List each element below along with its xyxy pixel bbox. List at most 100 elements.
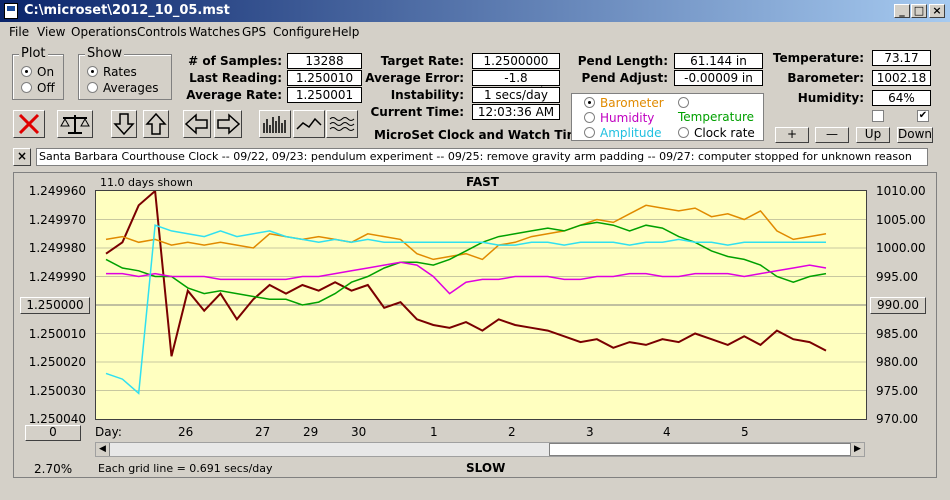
notes-field[interactable]: Santa Barbara Courthouse Clock -- 09/22,…: [36, 148, 928, 166]
title-bar: C:\microset\2012_10_05.mst _ □ ×: [0, 0, 950, 22]
humidity-label: Humidity:: [797, 91, 864, 105]
wave-icon: [329, 117, 355, 131]
current-time-label: Current Time:: [370, 105, 464, 119]
x-axis-label: Day:: [95, 425, 122, 439]
right-tick-6: 980.00: [876, 355, 918, 369]
right-tick-0: 1010.00: [876, 184, 926, 198]
app-icon: [4, 3, 18, 19]
pend-length-label: Pend Length:: [577, 54, 668, 68]
series-selector: Barometer Temperature Humidity Amplitude…: [571, 93, 764, 141]
app-heading: MicroSet Clock and Watch Timer: [374, 128, 594, 142]
scroll-thumb[interactable]: [549, 443, 851, 456]
right-tick-7: 975.00: [876, 384, 918, 398]
left-tick-0: 1.249960: [28, 184, 86, 198]
humidity-field: 64%: [872, 90, 931, 106]
target-rate-label: Target Rate:: [380, 54, 464, 68]
x-tick-5: 5: [741, 425, 749, 439]
scroll-right-icon[interactable]: ▶: [850, 443, 864, 456]
left-arrow-button[interactable]: [183, 110, 211, 138]
series-clock-rate-radio[interactable]: Clock rate: [678, 126, 755, 140]
wave-button[interactable]: [326, 110, 358, 138]
zero-button[interactable]: 0: [25, 425, 81, 441]
left-tick-2: 1.249980: [28, 241, 86, 255]
down-arrow-button[interactable]: [111, 110, 137, 138]
menu-watches[interactable]: Watches: [189, 25, 240, 39]
menu-configure[interactable]: Configure: [273, 25, 332, 39]
balance-button[interactable]: [57, 110, 93, 138]
up-arrow-button[interactable]: [143, 110, 169, 138]
menu-bar: File View Operations Controls Watches GP…: [0, 22, 950, 42]
series-amplitude-radio[interactable]: Amplitude: [584, 126, 662, 140]
menu-operations[interactable]: Operations: [71, 25, 137, 39]
plus-button[interactable]: +: [775, 127, 809, 143]
days-shown-label: 11.0 days shown: [100, 176, 193, 189]
left-tick-8: 1.250040: [28, 412, 86, 426]
up-button[interactable]: Up: [856, 127, 890, 143]
current-time-field: 12:03:36 AM: [472, 104, 560, 120]
plot-off-radio[interactable]: Off: [21, 81, 55, 95]
maximize-button[interactable]: □: [911, 4, 927, 18]
histogram-icon: [263, 116, 286, 133]
plot-on-radio[interactable]: On: [21, 65, 54, 79]
scroll-left-icon[interactable]: ◀: [96, 443, 110, 456]
right-tick-8: 970.00: [876, 412, 918, 426]
radio-dot: [678, 97, 689, 108]
down-button[interactable]: Down: [897, 127, 933, 143]
clear-notes-button[interactable]: ×: [13, 148, 31, 166]
stop-button[interactable]: [13, 110, 45, 138]
left-tick-6: 1.250020: [28, 355, 86, 369]
radio-dot: [584, 127, 595, 138]
radio-dot: [584, 112, 595, 123]
arrow-left-icon: [184, 113, 208, 135]
time-scrollbar[interactable]: ◀ ▶: [95, 442, 865, 457]
minus-button[interactable]: —: [815, 127, 849, 143]
left-checkbox[interactable]: [872, 110, 884, 122]
menu-view[interactable]: View: [37, 25, 66, 39]
chart-svg: [96, 188, 866, 395]
line-graph-button[interactable]: [293, 110, 325, 138]
x-tick-3: 3: [586, 425, 594, 439]
average-error-field: -1.8 sec/month: [472, 70, 560, 99]
close-window-button[interactable]: ×: [929, 4, 945, 18]
show-group-title: Show: [85, 46, 125, 61]
menu-help[interactable]: Help: [332, 25, 360, 39]
line-graph-icon: [296, 117, 322, 130]
menu-file[interactable]: File: [9, 25, 30, 39]
right-checkbox[interactable]: ✔: [917, 110, 929, 122]
x-tick-4: 4: [663, 425, 671, 439]
right-tick-3: 995.00: [876, 270, 918, 284]
menu-gps[interactable]: GPS: [242, 25, 267, 39]
minimize-button[interactable]: _: [894, 4, 910, 18]
left-tick-3: 1.249990: [28, 270, 86, 284]
series-line-rate: [105, 188, 827, 357]
show-rates-radio[interactable]: Rates: [87, 65, 137, 79]
radio-dot: [21, 82, 32, 93]
balance-scale-icon: [60, 115, 90, 134]
right-arrow-button[interactable]: [214, 110, 242, 138]
series-line-amplitude: [105, 224, 826, 395]
show-averages-radio[interactable]: Averages: [87, 81, 159, 95]
right-center-button[interactable]: 990.00: [870, 297, 926, 314]
pend-length-field: 61.144 in: [674, 53, 763, 69]
show-group: Show Rates Averages: [78, 46, 172, 100]
radio-dot: [584, 97, 595, 108]
series-barometer-radio[interactable]: Barometer: [584, 96, 664, 110]
left-center-button[interactable]: 1.250000: [20, 297, 90, 314]
series-humidity-radio[interactable]: Humidity: [584, 111, 654, 125]
average-rate-label: Average Rate:: [186, 88, 282, 102]
x-tick-30: 30: [351, 425, 367, 439]
menu-controls[interactable]: Controls: [137, 25, 187, 39]
histogram-button[interactable]: [259, 110, 291, 138]
pend-adjust-label: Pend Adjust:: [581, 71, 668, 85]
right-tick-2: 1000.00: [876, 241, 926, 255]
series-line-barometer: [105, 204, 827, 261]
x-icon: [18, 113, 40, 135]
samples-label: # of Samples:: [188, 54, 282, 68]
series-temperature-radio[interactable]: Temperature: [678, 96, 763, 124]
arrow-right-icon: [217, 113, 241, 135]
x-tick-26: 26: [178, 425, 194, 439]
x-tick-1: 1: [430, 425, 438, 439]
right-tick-1: 1005.00: [876, 213, 926, 227]
x-tick-29: 29: [303, 425, 319, 439]
temperature-label: Temperature:: [772, 51, 864, 65]
